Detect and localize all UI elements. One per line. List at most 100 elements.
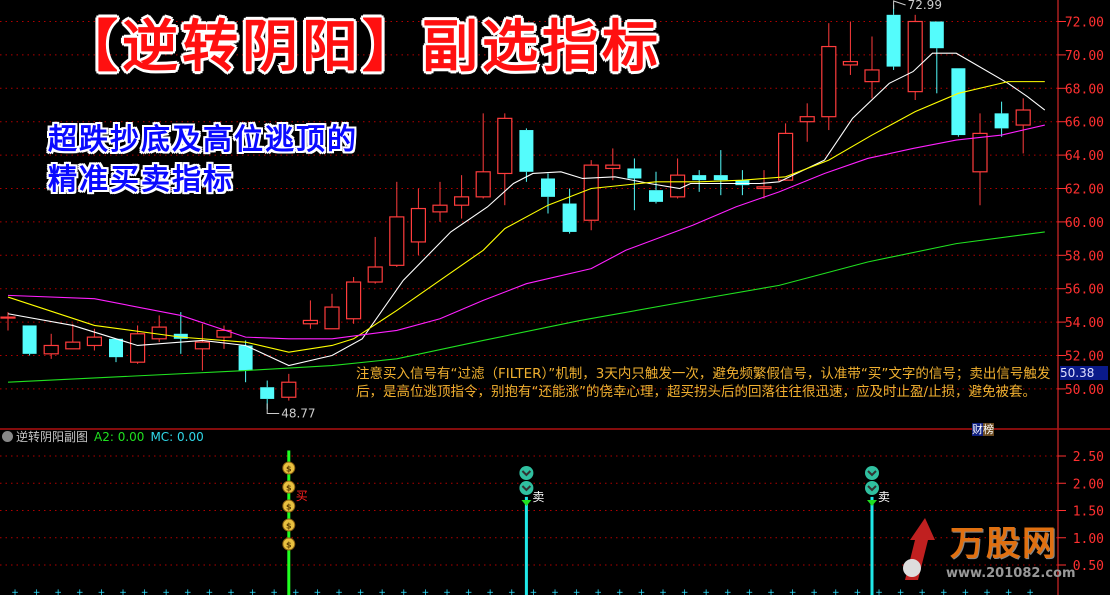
y-tick-label: 50.00 bbox=[1065, 383, 1104, 398]
candle-down bbox=[173, 333, 188, 339]
indicator-menu-icon[interactable] bbox=[2, 431, 13, 442]
candle-down bbox=[238, 345, 253, 371]
zero-baseline-mark: + bbox=[1005, 588, 1013, 595]
money-bag-icon bbox=[282, 461, 296, 475]
current-price-tag: 50.38 bbox=[1060, 366, 1108, 380]
sell-circle-icon bbox=[865, 466, 879, 480]
zero-baseline-mark: + bbox=[184, 588, 192, 595]
candle-up bbox=[432, 204, 448, 213]
zero-baseline-mark: + bbox=[206, 588, 214, 595]
zero-baseline-mark: + bbox=[54, 588, 62, 595]
candle-up bbox=[669, 174, 686, 198]
signal-note: 注意买入信号有“过滤（FILTER）”机制，3天内只触发一次，避免频繁假信号，认… bbox=[356, 366, 1051, 400]
candle-down bbox=[562, 203, 577, 232]
candle-up bbox=[302, 319, 318, 325]
low-marker bbox=[266, 403, 280, 414]
candle-down bbox=[735, 180, 750, 186]
zero-baseline-mark: + bbox=[832, 588, 840, 595]
dollar-sign-icon: $ bbox=[286, 522, 292, 531]
zero-baseline-mark: + bbox=[767, 588, 775, 595]
zero-baseline-mark: + bbox=[270, 588, 278, 595]
mc-value: MC: 0.00 bbox=[150, 430, 204, 444]
zero-baseline-mark: + bbox=[746, 588, 754, 595]
zero-baseline-mark: + bbox=[551, 588, 559, 595]
sell-label: 卖 bbox=[878, 490, 890, 504]
y-tick-label: 66.00 bbox=[1065, 116, 1104, 131]
low-price-label: 48.77 bbox=[281, 406, 315, 420]
zero-baseline-mark: + bbox=[314, 588, 322, 595]
candle-up bbox=[583, 164, 599, 221]
candle-up bbox=[777, 132, 794, 181]
money-bag-icon bbox=[282, 518, 296, 532]
candle-up bbox=[43, 344, 59, 355]
sub-chart-name[interactable]: 逆转阴阳副图 bbox=[16, 430, 89, 444]
zero-baseline-mark: + bbox=[98, 588, 106, 595]
zero-baseline-mark: + bbox=[33, 588, 41, 595]
dollar-sign-icon: $ bbox=[286, 465, 292, 474]
candle-up bbox=[346, 281, 362, 320]
sell-arrow-icon bbox=[867, 500, 877, 506]
indicator-title: 【逆转阴阳】副选指标 bbox=[62, 14, 662, 80]
zero-baseline-mark: + bbox=[443, 588, 451, 595]
ma-line-ma3 bbox=[7, 124, 1045, 340]
chevron-down-icon bbox=[521, 485, 532, 492]
zero-baseline-mark: + bbox=[875, 588, 883, 595]
y-tick-label: 70.00 bbox=[1065, 49, 1104, 64]
zero-baseline-mark: + bbox=[573, 588, 581, 595]
zero-baseline-mark: + bbox=[897, 588, 905, 595]
sub-y-tick-label: 2.50 bbox=[1073, 450, 1104, 465]
zero-baseline-mark: + bbox=[508, 588, 516, 595]
a2-value: A2: 0.00 bbox=[94, 430, 145, 444]
chevron-down-icon bbox=[867, 485, 877, 492]
zero-baseline-mark: + bbox=[378, 588, 386, 595]
zero-baseline-mark: + bbox=[335, 588, 343, 595]
candle-up bbox=[86, 336, 103, 347]
candle-up bbox=[907, 20, 923, 93]
dollar-sign-icon: $ bbox=[286, 503, 292, 512]
sell-circle-icon bbox=[865, 481, 879, 495]
candle-up bbox=[821, 45, 837, 118]
zero-baseline-mark: + bbox=[357, 588, 365, 595]
candle-up bbox=[454, 196, 470, 206]
sell-arrow-icon bbox=[521, 500, 532, 506]
logo-url: www.201082.com bbox=[946, 566, 1076, 581]
y-tick-label: 56.00 bbox=[1065, 283, 1104, 298]
y-tick-label: 58.00 bbox=[1065, 249, 1104, 264]
subtitle-line-2: 精准买卖指标 bbox=[48, 162, 235, 196]
money-bag-icon bbox=[282, 480, 296, 494]
candle-down bbox=[627, 168, 642, 179]
logo-ball-icon bbox=[903, 559, 921, 577]
zero-baseline-mark: + bbox=[141, 588, 149, 595]
caibang-badge[interactable]: 财榜 bbox=[972, 423, 994, 436]
y-tick-label: 68.00 bbox=[1065, 82, 1104, 97]
zero-baseline-mark: + bbox=[594, 588, 602, 595]
zero-baseline-mark: + bbox=[681, 588, 689, 595]
candle-down bbox=[260, 387, 275, 399]
zero-baseline-mark: + bbox=[292, 588, 300, 595]
candle-down bbox=[109, 338, 123, 358]
zero-baseline-mark: + bbox=[659, 588, 667, 595]
candle-down bbox=[649, 190, 663, 202]
sell-circle-icon bbox=[519, 466, 534, 480]
zero-baseline-mark: + bbox=[11, 588, 19, 595]
y-tick-label: 64.00 bbox=[1065, 149, 1104, 164]
y-tick-label: 60.00 bbox=[1065, 216, 1104, 231]
high-price-label: 72.99 bbox=[908, 0, 942, 12]
y-tick-label: 72.00 bbox=[1065, 16, 1104, 31]
y-tick-label: 54.00 bbox=[1065, 316, 1104, 331]
candle-up bbox=[389, 216, 405, 266]
chevron-down-icon bbox=[867, 470, 877, 477]
candle-up bbox=[842, 60, 859, 66]
zero-baseline-mark: + bbox=[789, 588, 797, 595]
candle-down bbox=[994, 113, 1009, 129]
dollar-sign-icon: $ bbox=[286, 484, 292, 493]
zero-baseline-mark: + bbox=[810, 588, 818, 595]
candle-down bbox=[951, 68, 966, 136]
zero-baseline-mark: + bbox=[76, 588, 84, 595]
sub-y-tick-label: 0.50 bbox=[1073, 559, 1104, 574]
zero-baseline-mark: + bbox=[119, 588, 127, 595]
sell-circle-icon bbox=[519, 481, 534, 495]
zero-baseline-mark: + bbox=[983, 588, 991, 595]
zero-baseline-mark: + bbox=[465, 588, 473, 595]
